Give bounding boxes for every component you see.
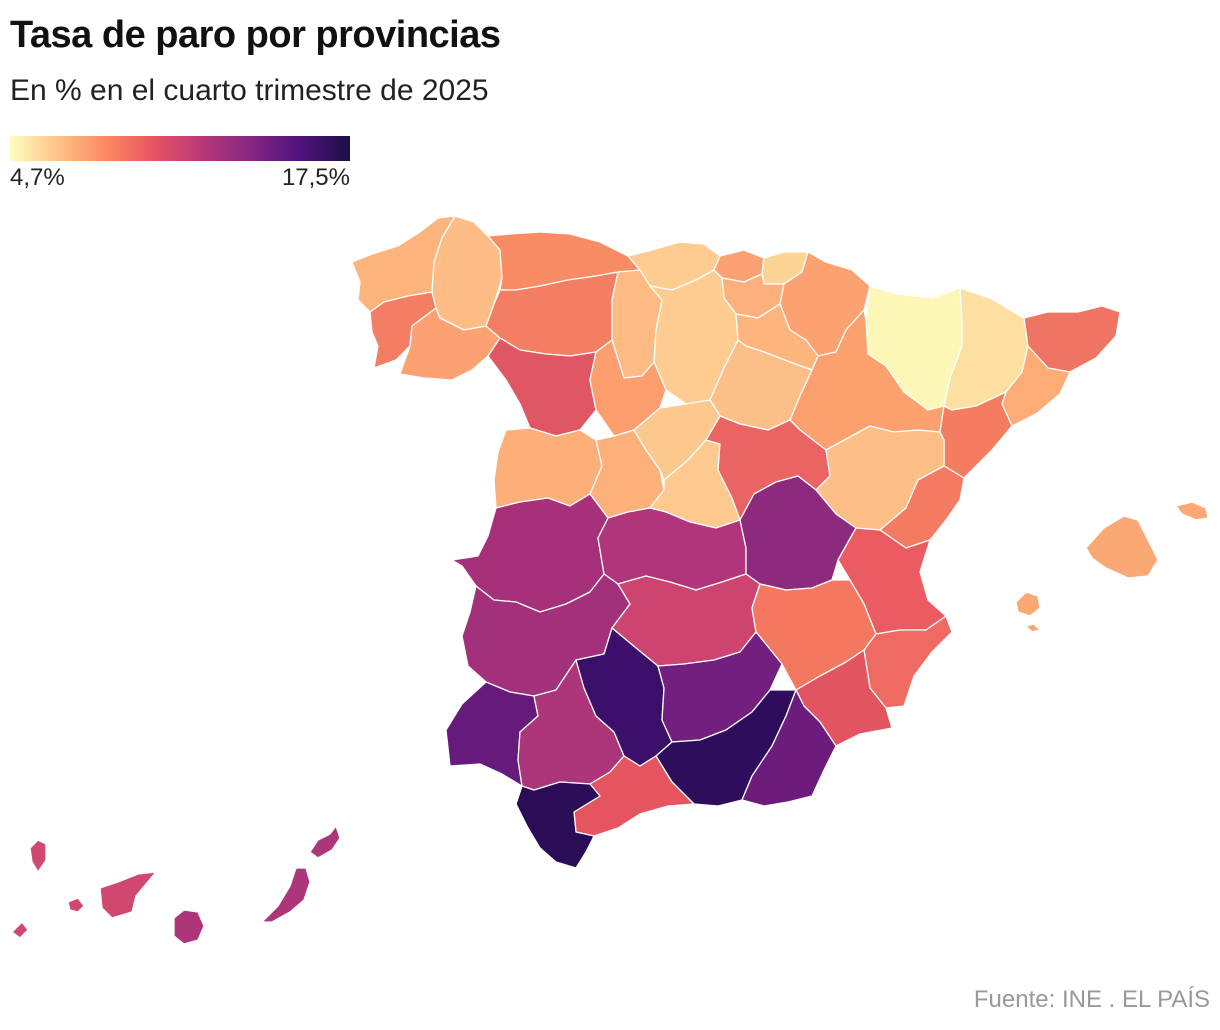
island-lanzarote[interactable] bbox=[309, 825, 341, 859]
map-subtitle: En % en el cuarto trimestre de 2025 bbox=[10, 74, 489, 107]
legend-max-label: 17,5% bbox=[281, 164, 350, 191]
province-barcelona[interactable] bbox=[1001, 345, 1071, 427]
island-el-hierro[interactable] bbox=[11, 921, 29, 939]
legend-min-label: 4,7% bbox=[10, 164, 65, 191]
island-la-palma[interactable] bbox=[29, 839, 47, 873]
province-almeria[interactable] bbox=[741, 689, 837, 807]
legend-labels: 4,7% 17,5% bbox=[10, 164, 350, 194]
island-gran-canaria[interactable] bbox=[173, 909, 205, 945]
map-title: Tasa de paro por provincias bbox=[10, 14, 501, 56]
island-fuerteventura[interactable] bbox=[261, 867, 311, 923]
color-legend: 4,7% 17,5% bbox=[10, 136, 350, 194]
island-tenerife[interactable] bbox=[99, 871, 157, 919]
island-formentera[interactable] bbox=[1025, 623, 1041, 633]
legend-gradient-bar bbox=[10, 136, 350, 161]
island-la-gomera[interactable] bbox=[67, 897, 85, 913]
island-ibiza[interactable] bbox=[1015, 591, 1041, 617]
island-menorca[interactable] bbox=[1175, 501, 1209, 521]
source-credit: Fuente: INE . EL PAÍS bbox=[973, 986, 1210, 1013]
province-cadiz[interactable] bbox=[515, 781, 601, 869]
island-mallorca[interactable] bbox=[1085, 515, 1159, 579]
province-valladolid[interactable] bbox=[589, 339, 667, 437]
